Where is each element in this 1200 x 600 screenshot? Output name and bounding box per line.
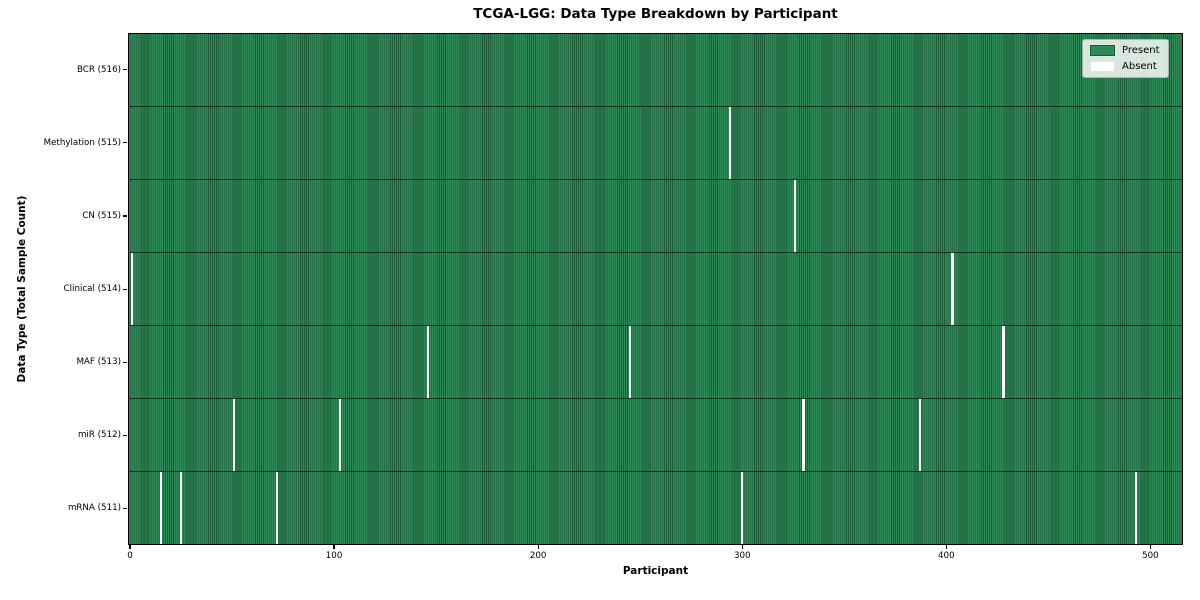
data-row-mir [129,398,1182,471]
xtick-mark [1149,545,1151,549]
ytick-mark [123,288,127,290]
data-row-clinical [129,252,1182,325]
absent-gap [1135,472,1138,544]
data-row-bcr [129,34,1182,106]
xtick-mark [945,545,947,549]
absent-gap [426,326,430,398]
ytick-label: MAF (513) [76,357,121,368]
ytick-mark [123,507,127,510]
ytick-label: Clinical (514) [63,284,121,294]
absent-gap [339,399,342,471]
ytick-mark [123,142,127,144]
xtick-label: 500 [1142,551,1159,561]
data-row-maf [129,325,1182,398]
absent-gap [131,253,134,325]
xtick-mark [333,545,335,549]
xtick-label: 300 [733,551,751,561]
ytick-label: Methylation (515) [43,137,121,148]
xtick-label: 200 [529,551,547,561]
ytick-mark [123,434,127,436]
xtick-label: 100 [325,551,343,561]
ytick-mark [123,361,127,363]
legend-label-absent: Absent [1122,61,1157,72]
ytick-label: mRNA (511) [67,503,121,514]
xtick-label: 400 [938,551,955,561]
absent-gap [233,399,236,471]
chart-title: TCGA-LGG: Data Type Breakdown by Partici… [473,6,838,22]
absent-gap [1002,326,1005,398]
ytick-label: miR (512) [77,430,121,441]
absent-gap [802,399,805,471]
legend-label-present: Present [1122,45,1160,56]
xtick-mark [741,545,743,549]
absent-gap [275,472,279,544]
absent-gap [741,472,744,544]
xtick-label: 0 [127,551,133,561]
x-axis-label: Participant [622,565,689,577]
absent-gap [179,472,183,544]
legend-item-present: Present [1090,45,1160,56]
ytick-label: CN (515) [82,210,121,221]
absent-gap [794,180,797,252]
absent-gap [628,326,632,398]
data-row-cn [129,179,1182,252]
absent-gap [728,107,732,179]
plot-area [128,33,1183,545]
xtick-mark [129,545,131,549]
xtick-mark [537,545,539,549]
ytick-label: BCR (516) [76,64,121,75]
absent-gap [951,253,954,325]
absent-swatch-icon [1090,61,1115,72]
ytick-mark [123,69,127,71]
legend: Present Absent [1082,39,1169,78]
absent-gap [918,399,921,471]
ytick-mark [123,215,127,217]
data-row-mrna [129,471,1182,544]
absent-gap [159,472,162,544]
legend-item-absent: Absent [1090,61,1160,72]
present-swatch-icon [1090,45,1115,56]
data-row-methylation [129,106,1182,179]
